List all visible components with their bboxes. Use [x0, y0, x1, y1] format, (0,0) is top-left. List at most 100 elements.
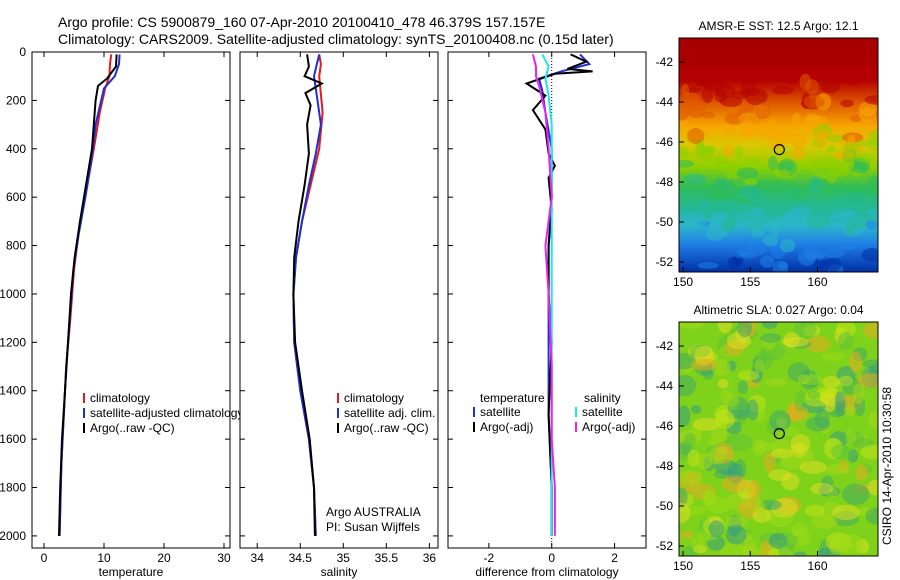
- sla-cell: [760, 499, 782, 511]
- sst-cell: [827, 199, 845, 208]
- sst-cell: [803, 113, 821, 129]
- sla-cell: [804, 504, 825, 517]
- sst-cell: [734, 145, 744, 160]
- x-tick-label: -2: [484, 551, 495, 565]
- sla-cell: [802, 449, 814, 465]
- legend-entry: satellite-adjusted climatology: [90, 406, 243, 420]
- sla-cell: [737, 370, 760, 381]
- x-tick-label: 20: [157, 551, 171, 565]
- panel-sst-map: 150 155 160 -42 -44 -46 -48 -50 -52 AMSR-E SST: 1…: [656, 19, 879, 289]
- sst-cell: [847, 201, 862, 213]
- x-axis-label: difference from climatology: [475, 565, 618, 579]
- sst-cell: [867, 129, 878, 147]
- sst-cell: [745, 157, 761, 167]
- y-tick-label: 800: [6, 239, 26, 253]
- sla-cell: [769, 410, 791, 432]
- x-tick-label: 155: [740, 275, 760, 289]
- sla-cell: [793, 322, 817, 340]
- sst-cell: [825, 134, 846, 142]
- sla-cell: [811, 514, 838, 530]
- y-tick-label: -50: [656, 499, 674, 513]
- annotation-pi: PI: Susan Wijffels: [326, 520, 420, 534]
- sst-cell: [679, 159, 694, 168]
- sst-cell: [699, 67, 715, 85]
- sst-cell: [736, 167, 759, 181]
- y-tick-label: -46: [656, 135, 674, 149]
- sla-cell: [855, 464, 869, 481]
- x-tick-label: 150: [673, 559, 693, 573]
- sst-cell: [828, 213, 849, 221]
- sla-cell: [807, 390, 821, 400]
- panel-sla-map: 150 155 160 -42 -44 -46 -48 -50 -52 Altimetric SL…: [656, 303, 879, 573]
- sla-cell: [708, 446, 727, 465]
- y-tick-label: 200: [6, 93, 26, 107]
- series-line: [531, 54, 556, 536]
- sla-cell: [845, 429, 857, 444]
- sst-cell: [825, 257, 842, 272]
- sla-cell: [823, 464, 850, 475]
- sla-cell: [822, 375, 841, 388]
- sst-cell: [738, 112, 760, 126]
- sla-cell: [719, 542, 747, 556]
- sst-cell: [778, 261, 788, 270]
- sla-cell: [753, 500, 765, 513]
- sla-cell: [793, 551, 807, 556]
- sla-cell: [868, 411, 878, 429]
- legend-entry: climatology: [344, 391, 404, 405]
- sst-cell: [790, 147, 806, 160]
- sla-cell: [692, 417, 720, 431]
- sst-cell: [843, 191, 867, 203]
- sla-cell: [844, 405, 856, 417]
- sst-cell: [768, 155, 778, 171]
- y-tick-label: 1000: [0, 287, 26, 301]
- sla-cell: [867, 479, 878, 496]
- sst-cell: [754, 102, 771, 120]
- sla-cell: [715, 409, 735, 429]
- sst-cell: [776, 169, 791, 179]
- sst-cell: [750, 226, 765, 238]
- sst-cell: [807, 159, 820, 171]
- sla-cell: [770, 448, 793, 459]
- figure-title-line1: Argo profile: CS 5900879_160 07-Apr-2010…: [58, 14, 546, 30]
- sla-cell: [717, 322, 732, 334]
- sla-cell: [725, 394, 739, 407]
- x-tick-label: 155: [740, 559, 760, 573]
- figure-title-line2: Climatology: CARS2009. Satellite-adjuste…: [58, 31, 614, 47]
- y-tick-label: -42: [656, 339, 674, 353]
- sla-cell: [862, 359, 878, 369]
- sla-cell: [862, 322, 878, 339]
- x-tick-label: 35: [337, 551, 351, 565]
- sst-cell: [723, 144, 734, 158]
- sla-cell: [734, 458, 747, 480]
- sla-cell: [830, 444, 852, 460]
- sla-cell: [768, 532, 788, 550]
- sla-cell: [765, 378, 787, 387]
- sst-cell: [740, 121, 755, 140]
- sst-cell: [697, 262, 719, 269]
- sla-cell: [695, 453, 713, 470]
- sst-cell: [851, 221, 868, 230]
- sla-cell: [838, 534, 863, 551]
- legend-header-salinity: salinity: [584, 391, 621, 405]
- x-tick-label: 35.5: [375, 551, 399, 565]
- y-tick-label: -48: [656, 459, 674, 473]
- sla-cell: [790, 433, 811, 455]
- sla-cell: [736, 322, 753, 338]
- sla-cell: [689, 346, 704, 355]
- y-tick-label: 2000: [0, 529, 26, 543]
- sst-cell: [791, 113, 802, 125]
- sst-cell: [744, 244, 767, 256]
- sst-cell: [771, 85, 794, 95]
- sst-cell: [845, 217, 855, 236]
- series-line: [58, 54, 118, 536]
- sla-cell: [805, 336, 831, 353]
- x-tick-label: 160: [807, 559, 827, 573]
- sst-cell: [838, 241, 859, 251]
- sst-cell: [818, 156, 836, 167]
- x-tick-label: 34: [251, 551, 265, 565]
- sst-cell: [793, 204, 811, 222]
- sst-cell: [817, 130, 831, 139]
- sst-cell: [803, 95, 825, 109]
